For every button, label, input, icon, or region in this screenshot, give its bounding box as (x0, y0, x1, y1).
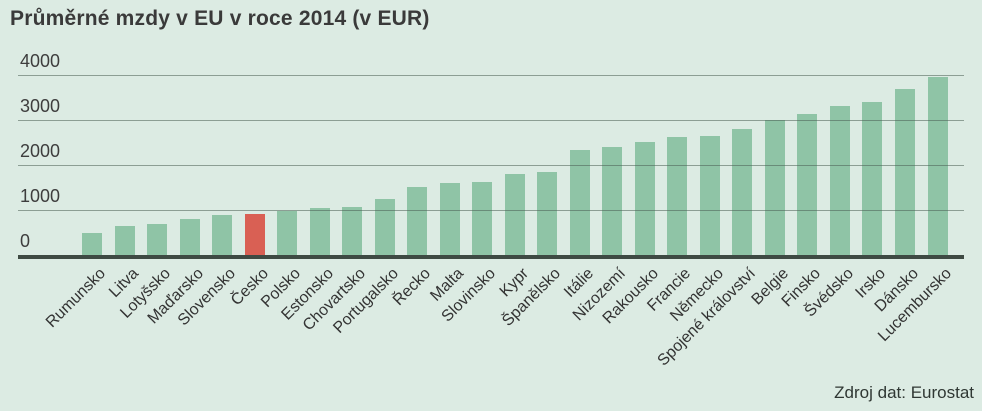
bar-rumunsko (82, 232, 102, 255)
bar-belgie (764, 120, 785, 255)
bar-rakousko (634, 141, 655, 255)
gridline (18, 120, 964, 121)
bar-španělsko (537, 171, 558, 255)
bar-finsko (797, 113, 818, 255)
x-axis-baseline (18, 255, 964, 259)
y-tick-label: 3000 (20, 96, 61, 116)
bar-malta (439, 183, 460, 255)
bar-kypr (504, 174, 525, 255)
bar-řecko (407, 187, 428, 255)
bar-slovinsko (472, 181, 493, 255)
bar-litva (114, 225, 135, 255)
bar-švédsko (829, 106, 850, 255)
bar-česko (244, 213, 265, 255)
y-tick-label: 4000 (20, 51, 61, 71)
bar-portugalsko (374, 199, 395, 255)
gridline (18, 165, 964, 166)
y-tick-label: 1000 (20, 186, 61, 206)
chart-title: Průměrné mzdy v EU v roce 2014 (v EUR) (10, 7, 430, 30)
bar-itálie (569, 149, 590, 255)
gridline (18, 210, 964, 211)
bar-irsko (862, 102, 883, 255)
bar-lotyšsko (147, 223, 168, 255)
bar-slovensko (212, 214, 233, 255)
bar-estonsko (309, 208, 330, 255)
bar-německo (699, 136, 720, 255)
gridline (18, 75, 964, 76)
bar-francie (667, 137, 688, 255)
bar-spojené-království (732, 128, 753, 255)
source-note: Zdroj dat: Eurostat (834, 383, 974, 402)
y-tick-label: 2000 (20, 141, 61, 161)
bar-nizozemí (602, 146, 623, 255)
bar-polsko (277, 210, 298, 255)
y-tick-label: 0 (20, 231, 31, 251)
bar-chovartsko (342, 206, 363, 255)
bar-dánsko (895, 88, 915, 255)
bar-maďarsko (179, 219, 200, 255)
